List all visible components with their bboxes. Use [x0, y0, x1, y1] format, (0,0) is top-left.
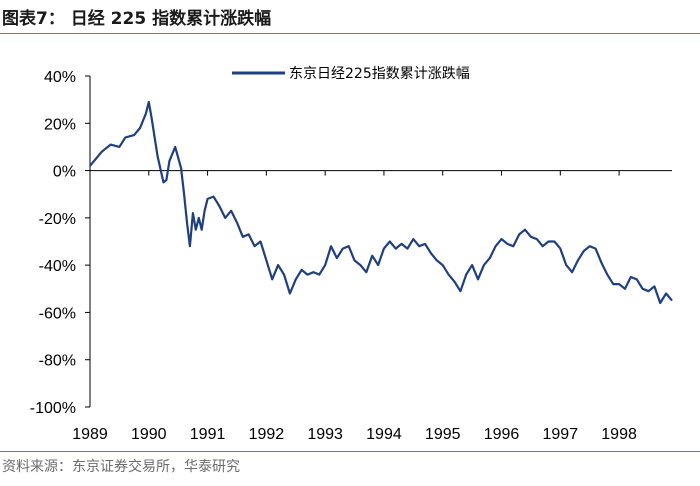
series-line	[89, 100, 673, 305]
y-tick-label: 20%	[44, 116, 76, 133]
x-tick-label: 1995	[425, 426, 461, 443]
x-tick-label: 1991	[190, 426, 226, 443]
y-tick-label: 0%	[53, 164, 76, 181]
source-note: 资料来源：东京证券交易所，华泰研究	[2, 459, 240, 475]
y-axis: 40% 20% 0% -20% -40% -60% -80% -100%	[30, 69, 91, 417]
y-tick-label: -100%	[30, 400, 76, 417]
y-tick-label: -60%	[39, 305, 76, 322]
legend: 东京日经225指数累计涨跌幅	[232, 66, 470, 82]
x-tick-label: 1998	[601, 426, 637, 443]
legend-label: 东京日经225指数累计涨跌幅	[289, 66, 470, 82]
y-tick-label: -40%	[39, 258, 76, 275]
x-tick-label: 1990	[131, 426, 167, 443]
x-tick-label: 1994	[366, 426, 402, 443]
y-tick-label: 40%	[44, 69, 76, 86]
x-tick-label: 1993	[307, 426, 343, 443]
figure-title: 图表7： 日经 225 指数累计涨跌幅	[2, 9, 272, 29]
bottom-rule	[0, 451, 700, 452]
x-tick-label: 1992	[249, 426, 285, 443]
series-layer	[89, 100, 673, 305]
x-tick-label: 1989	[72, 426, 108, 443]
x-tick-label: 1996	[484, 426, 520, 443]
y-tick-label: -20%	[39, 211, 76, 228]
x-axis: 1989 1990 1991 1992 1993 1994 1995 1996 1997 1998	[72, 170, 672, 443]
line-chart: 40%20%0%-20%-40%-60%-80%-100% 1989 1990 19…	[30, 66, 673, 443]
top-rule	[0, 33, 700, 34]
y-tick-label: -80%	[39, 353, 76, 370]
x-tick-label: 1997	[543, 426, 579, 443]
